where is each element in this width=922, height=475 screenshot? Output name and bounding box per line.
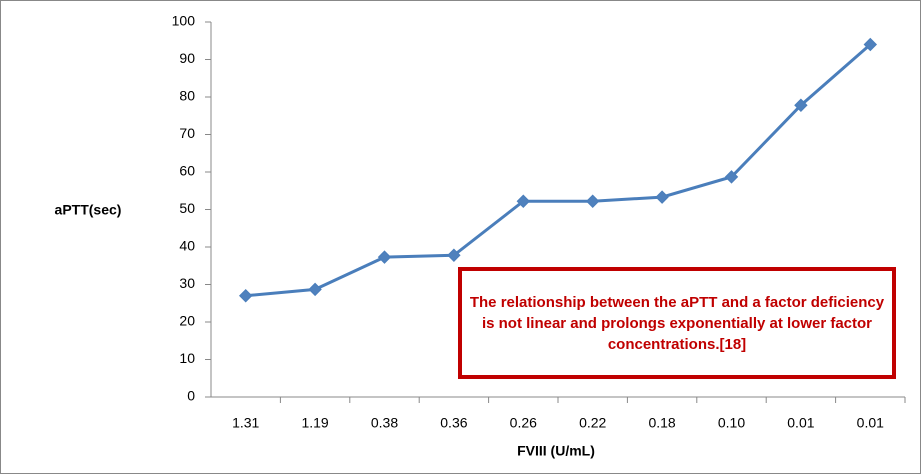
y-tick-label: 90 <box>179 50 195 66</box>
x-tick-label: 1.19 <box>301 415 328 431</box>
x-tick-label: 0.10 <box>718 415 745 431</box>
x-tick-label: 0.01 <box>787 415 814 431</box>
marker <box>655 190 669 204</box>
x-axis-label: FVIII (U/mL) <box>517 443 595 459</box>
marker <box>516 194 531 208</box>
y-tick-label: 50 <box>179 200 195 216</box>
marker <box>585 194 600 208</box>
x-tick-label: 0.26 <box>510 415 537 431</box>
y-tick-label: 0 <box>187 388 195 404</box>
marker <box>794 98 808 112</box>
x-tick-label: 0.38 <box>371 415 398 431</box>
y-tick-label: 70 <box>179 125 195 141</box>
y-tick-label: 30 <box>179 275 195 291</box>
annotation: The relationship between the aPTT and a … <box>458 267 896 379</box>
y-tick-label: 80 <box>179 88 195 104</box>
x-tick-label: 0.18 <box>648 415 675 431</box>
marker <box>308 282 322 297</box>
x-tick-label: 1.31 <box>232 415 259 431</box>
line <box>245 43 872 298</box>
x-tick-label: 0.36 <box>440 415 467 431</box>
y-tick-label: 40 <box>179 238 195 254</box>
marker <box>863 37 878 52</box>
y-tick-label: 10 <box>179 350 195 366</box>
marker <box>447 248 461 262</box>
x-tick-label: 0.22 <box>579 415 606 431</box>
y-axis-label: aPTT(sec) <box>55 202 122 218</box>
y-tick-label: 60 <box>179 163 195 179</box>
y-tick-label: 20 <box>179 313 195 329</box>
marker <box>724 170 739 184</box>
marker <box>377 250 392 264</box>
marker <box>238 289 253 303</box>
y-tick-label: 100 <box>172 13 196 29</box>
x-tick-label: 0.01 <box>857 415 884 431</box>
